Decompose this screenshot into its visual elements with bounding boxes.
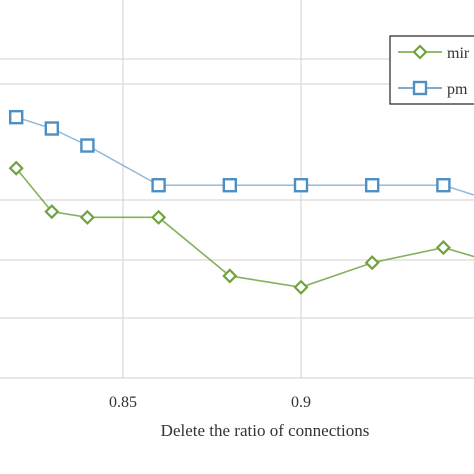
data-point-mir (222, 268, 238, 284)
x-tick-label: 0.85 (109, 394, 137, 411)
legend-marker-pm (412, 80, 428, 96)
legend-box (389, 35, 474, 105)
data-point-pm (44, 121, 59, 136)
data-point-mir (364, 255, 380, 271)
data-point-mir (435, 240, 451, 256)
legend-marker-mir (412, 44, 428, 60)
x-tick-label: 0.9 (291, 394, 311, 411)
data-point-mir (44, 204, 60, 220)
data-point-pm (80, 138, 95, 153)
legend: mir pm (389, 35, 474, 105)
x-axis-label: Delete the ratio of connections (161, 421, 370, 440)
data-point-mir (79, 209, 95, 225)
data-point-pm (293, 178, 309, 193)
data-point-mir (8, 160, 24, 176)
data-point-pm (365, 178, 380, 193)
grid-lines (0, 0, 474, 379)
series-markers (8, 109, 451, 295)
data-point-pm (436, 178, 451, 193)
data-point-pm (222, 178, 238, 193)
x-tick-labels: 0.850.90 (109, 394, 311, 411)
data-point-mir (293, 279, 309, 295)
data-point-pm (8, 109, 24, 125)
legend-label-mir: mir (447, 45, 470, 62)
legend-label-pm: pm (447, 81, 468, 98)
data-point-pm (151, 178, 166, 193)
data-point-mir (151, 209, 167, 225)
